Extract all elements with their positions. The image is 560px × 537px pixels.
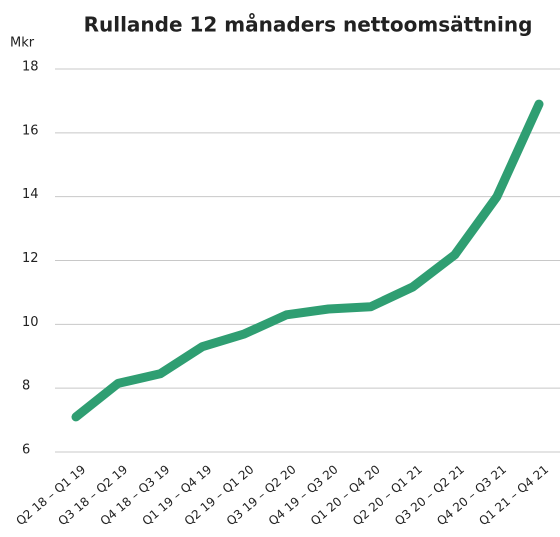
data-line bbox=[71, 99, 544, 422]
y-tick-label: 10 bbox=[22, 315, 39, 330]
y-tick-label: 18 bbox=[22, 60, 39, 75]
y-tick-label: 14 bbox=[22, 187, 39, 202]
x-tick-label: Q2 18 – Q1 19 bbox=[13, 462, 88, 528]
y-tick-label: 6 bbox=[22, 443, 30, 458]
y-tick-label: 12 bbox=[22, 251, 39, 266]
chart-title: Rullande 12 månaders nettoomsättning bbox=[84, 13, 533, 37]
y-axis-label: Mkr bbox=[10, 36, 35, 51]
y-tick-label: 8 bbox=[22, 379, 30, 394]
y-tick-label: 16 bbox=[22, 123, 39, 138]
